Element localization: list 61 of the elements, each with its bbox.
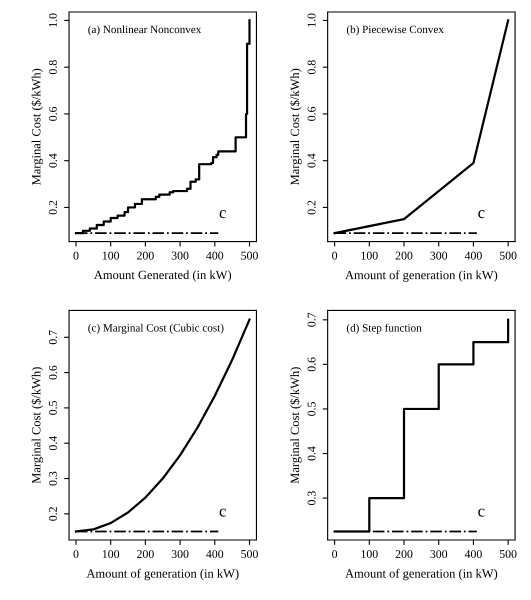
x-tick-label: 400	[206, 252, 224, 260]
x-tick-label: 300	[430, 550, 448, 558]
x-axis-title: Amount Generated (in kW)	[94, 270, 232, 282]
text: (c) Marginal Cost (Cubic cost)	[88, 324, 224, 334]
y-tick-label: 0.4	[308, 446, 316, 460]
y-axis-title: Marginal Cost ($/kWh)	[31, 68, 44, 185]
x-tick-label: 100	[361, 550, 378, 558]
x-tick-label: 300	[430, 252, 448, 260]
y-axis-title: Marginal Cost ($/kWh)	[31, 367, 44, 484]
y-tick-label: 0.8	[48, 60, 57, 74]
x-tick-label: 200	[137, 550, 154, 558]
y-axis-title: Marginal Cost ($/kWh)	[290, 68, 302, 185]
y-tick-label: 1.0	[308, 13, 316, 27]
x-tick-label: 300	[172, 252, 188, 260]
x-axis-title: Amount of generation (in kW)	[86, 568, 239, 580]
y-tick-label: 0.3	[48, 472, 57, 486]
x-tick-label: 200	[396, 550, 412, 558]
text: (d) Step function	[346, 324, 422, 334]
annotation: c	[220, 210, 226, 218]
x-tick-label: 100	[102, 550, 120, 558]
x-tick-label: 500	[241, 550, 258, 558]
y-tick-label: 0.2	[48, 507, 57, 521]
x-tick-label: 300	[172, 550, 188, 558]
y-tick-label: 0.2	[308, 200, 316, 214]
x-tick-label: 200	[396, 252, 412, 260]
y-tick-label: 0.6	[48, 366, 57, 380]
x-tick-label: 400	[464, 252, 482, 260]
y-tick-label: 0.4	[48, 153, 57, 168]
annotation: c	[220, 508, 226, 517]
annotation: c	[478, 210, 485, 218]
x-tick-label: 200	[137, 252, 154, 260]
x-tick-label: 500	[500, 550, 517, 558]
x-tick-label: 500	[241, 252, 258, 260]
y-tick-label: 0.4	[308, 153, 316, 168]
x-axis-title: Amount of generation (in kW)	[345, 270, 498, 282]
x-tick-label: 0	[73, 252, 78, 260]
text: (b) Piecewise Convex	[346, 25, 444, 36]
x-tick-label: 100	[102, 252, 120, 260]
x-tick-label: 0	[332, 252, 338, 260]
y-tick-label: 0.8	[308, 60, 316, 74]
x-tick-label: 400	[464, 550, 482, 558]
y-tick-label: 0.7	[308, 312, 316, 327]
y-tick-label: 0.6	[308, 106, 316, 121]
x-tick-label: 0	[73, 550, 78, 558]
y-tick-label: 0.2	[48, 200, 57, 214]
y-tick-label: 0.7	[48, 330, 57, 344]
y-tick-label: 0.6	[308, 357, 316, 372]
y-tick-label: 0.4	[48, 436, 57, 450]
y-axis-title: Marginal Cost ($/kWh)	[290, 367, 302, 484]
y-tick-label: 0.5	[308, 402, 316, 416]
y-tick-label: 0.5	[48, 400, 57, 415]
x-tick-label: 0	[332, 550, 338, 558]
x-tick-label: 100	[361, 252, 378, 260]
text: (a) Nonlinear Nonconvex	[88, 25, 202, 36]
x-axis-title: Amount of generation (in kW)	[345, 568, 498, 580]
y-tick-label: 0.6	[48, 106, 57, 121]
x-tick-label: 400	[206, 550, 224, 558]
x-tick-label: 500	[500, 252, 517, 260]
annotation: c	[478, 508, 485, 517]
y-tick-label: 0.3	[308, 491, 316, 506]
y-tick-label: 1.0	[48, 13, 57, 27]
